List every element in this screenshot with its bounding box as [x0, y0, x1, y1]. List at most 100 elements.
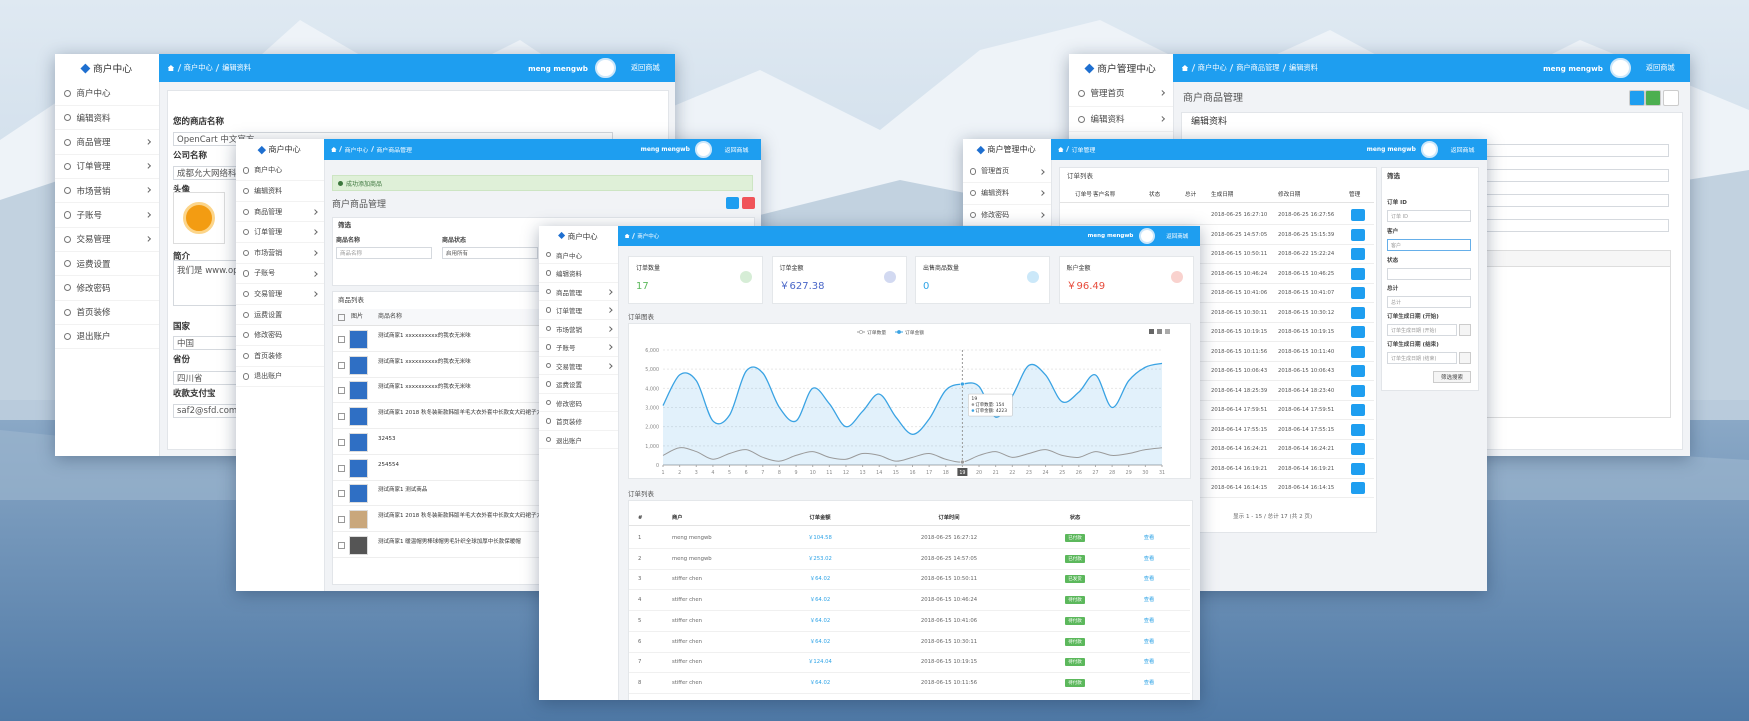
checkbox[interactable] [338, 541, 345, 549]
product-name[interactable]: 测试商家1 xxxxxxxxxx的我衣无米味 [378, 358, 471, 365]
breadcrumb-item[interactable]: 编辑资料 [222, 63, 252, 72]
user-name[interactable]: meng mengwb [1543, 63, 1603, 73]
select[interactable] [1387, 268, 1471, 280]
menu-item[interactable]: 市场营销 [55, 179, 159, 204]
menu-item[interactable]: 首页装修 [236, 346, 324, 367]
menu-item[interactable]: 编辑资料 [236, 181, 324, 202]
menu-item[interactable]: 订单管理 [55, 155, 159, 180]
input[interactable]: 客户 [1387, 239, 1471, 251]
checkbox[interactable] [338, 515, 345, 523]
menu-item[interactable]: 市场营销 [236, 243, 324, 264]
menu-item[interactable]: 退出账户 [55, 325, 159, 350]
input[interactable]: 商品名称 [336, 247, 432, 259]
back-link[interactable]: 返回商城 [630, 63, 660, 72]
user-name[interactable]: meng mengwb [528, 63, 588, 73]
calendar-button[interactable] [1459, 352, 1471, 364]
input[interactable]: 订单生成日期 (开始) [1387, 324, 1457, 336]
menu-item[interactable]: 首页装修 [55, 301, 159, 325]
breadcrumb-item[interactable]: 编辑资料 [1289, 63, 1318, 72]
view-button[interactable] [1351, 482, 1365, 494]
back-link[interactable]: 返回商城 [724, 147, 749, 154]
view-button[interactable] [1351, 326, 1365, 338]
menu-item[interactable]: 修改密码 [55, 276, 159, 301]
product-name[interactable]: 测试商家1 测试商品 [378, 487, 428, 494]
view-button[interactable] [1351, 248, 1365, 260]
menu-item[interactable]: 修改密码 [539, 394, 618, 413]
menu-item[interactable]: 修改密码 [963, 205, 1051, 227]
product-name[interactable]: 测试商家1 xxxxxxxxxx的我衣无米味 [378, 333, 471, 339]
menu-item[interactable]: 子账号 [236, 264, 324, 285]
view-button[interactable] [1351, 345, 1365, 358]
product-name[interactable]: 测试商家1 暖温帽男棒球帽男毛针织全球加厚中长款保暖帽 [378, 538, 521, 545]
menu-item[interactable]: 编辑资料 [539, 264, 618, 283]
menu-item[interactable]: 编辑资料 [55, 106, 159, 131]
breadcrumb-item[interactable]: 商户商品管理 [1236, 63, 1280, 72]
menu-item[interactable]: 交易管理 [539, 357, 618, 376]
menu-item[interactable]: 商品管理 [55, 130, 159, 155]
view-button[interactable] [1351, 443, 1365, 455]
product-name[interactable]: 测试商家1 xxxxxxxxxx的我衣无米味 [378, 384, 471, 391]
view-button[interactable] [1351, 365, 1365, 377]
breadcrumb-item[interactable]: 商户中心 [637, 234, 660, 240]
user-name[interactable]: meng mengwb [640, 146, 690, 153]
breadcrumb-item[interactable]: 商户中心 [183, 63, 213, 72]
menu-item[interactable]: 子账号 [55, 203, 159, 228]
view-button[interactable] [1351, 267, 1365, 280]
calendar-button[interactable] [1459, 324, 1471, 336]
menu-item[interactable]: 管理首页 [1069, 81, 1173, 107]
user-name[interactable]: meng mengwb [1366, 146, 1416, 153]
back-link[interactable]: 返回商城 [1645, 63, 1675, 72]
user-name[interactable]: meng mengwb [1087, 233, 1134, 239]
product-name[interactable]: 测试商家1 2018 秋冬装新款韩版羊毛大衣外套中长款女大码裙子大衣 [378, 410, 548, 417]
view-link[interactable]: 查看 [1143, 555, 1155, 562]
input[interactable]: 总计 [1387, 296, 1471, 308]
checkbox[interactable] [338, 336, 345, 343]
checkbox[interactable] [338, 413, 345, 421]
product-name[interactable]: 32453 [378, 435, 396, 442]
view-link[interactable]: 查看 [1143, 597, 1155, 604]
checkbox[interactable] [338, 438, 345, 446]
menu-item[interactable]: 交易管理 [236, 284, 324, 305]
toolbar-button[interactable] [1645, 90, 1661, 106]
view-button[interactable] [1351, 209, 1365, 221]
menu-item[interactable]: 市场营销 [539, 320, 618, 339]
menu-item[interactable]: 子账号 [539, 338, 618, 357]
checkbox[interactable] [338, 490, 345, 498]
menu-item[interactable]: 退出账户 [539, 431, 618, 450]
menu-item[interactable]: 首页装修 [539, 412, 618, 431]
input[interactable]: 订单生成日期 (结束) [1387, 352, 1457, 364]
breadcrumb-item[interactable]: 商户中心 [1197, 63, 1227, 72]
view-button[interactable] [1351, 287, 1365, 299]
view-button[interactable] [1351, 423, 1365, 436]
menu-item[interactable]: 商户中心 [55, 82, 159, 107]
product-name[interactable]: 254554 [378, 461, 399, 468]
product-name[interactable]: 测试商家1 2018 秋冬装新款韩版羊毛大衣外套中长款女大码裙子大衣 [378, 512, 548, 519]
view-button[interactable] [1351, 306, 1365, 319]
menu-item[interactable]: 商品管理 [539, 283, 618, 302]
back-link[interactable]: 返回商城 [1450, 147, 1475, 154]
view-link[interactable]: 查看 [1143, 659, 1155, 666]
back-link[interactable]: 返回商城 [1166, 234, 1189, 240]
menu-item[interactable]: 运费设置 [236, 305, 324, 326]
toolbar-button[interactable] [1663, 90, 1679, 106]
view-link[interactable]: 查看 [1143, 679, 1155, 686]
menu-item[interactable]: 管理首页 [963, 161, 1051, 183]
menu-item[interactable]: 商品管理 [236, 202, 324, 223]
breadcrumb-item[interactable]: 订单管理 [1071, 147, 1096, 154]
input[interactable]: 订单 ID [1387, 210, 1471, 222]
view-button[interactable] [1351, 384, 1365, 397]
breadcrumb-item[interactable]: 商户中心 [344, 147, 369, 154]
view-button[interactable] [1351, 228, 1365, 241]
menu-item[interactable]: 运费设置 [539, 375, 618, 394]
menu-item[interactable]: 商户中心 [236, 161, 324, 182]
checkbox[interactable] [338, 387, 345, 395]
view-button[interactable] [1351, 404, 1365, 416]
select[interactable]: 启用所有 [442, 247, 538, 259]
toolbar-button[interactable] [1629, 90, 1645, 106]
menu-item[interactable]: 订单管理 [539, 301, 618, 320]
menu-item[interactable]: 修改密码 [236, 326, 324, 347]
menu-item[interactable]: 交易管理 [55, 228, 159, 252]
checkbox[interactable] [338, 361, 345, 369]
menu-item[interactable]: 编辑资料 [1069, 107, 1173, 133]
checkbox[interactable] [338, 464, 345, 472]
